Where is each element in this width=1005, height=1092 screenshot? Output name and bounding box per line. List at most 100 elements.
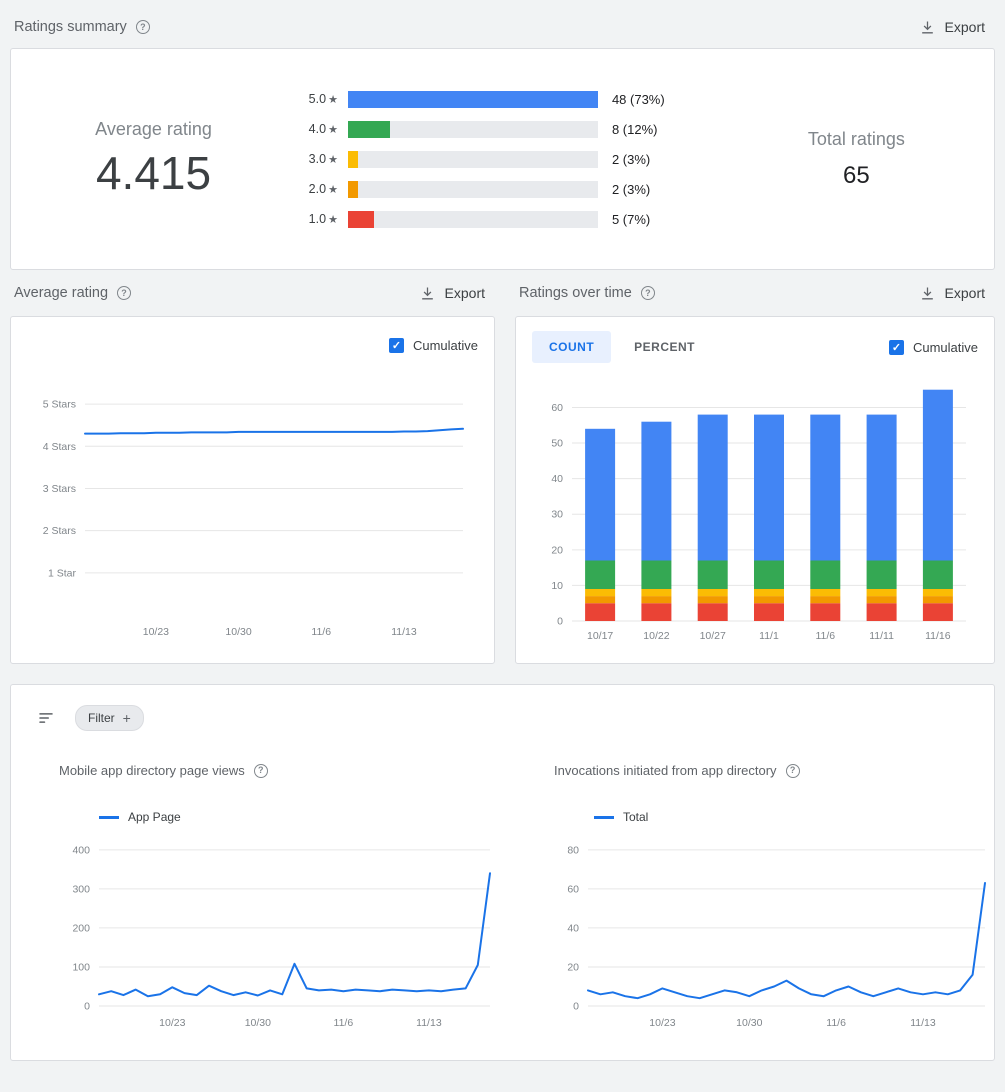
pageviews-chart-block: Mobile app directory page views ? App Pa… xyxy=(59,757,504,1045)
rating-bar-track xyxy=(347,120,598,138)
export-label: Export xyxy=(444,285,485,301)
rating-count-label: 5 (7%) xyxy=(611,211,651,227)
directory-charts-row: Mobile app directory page views ? App Pa… xyxy=(31,757,986,1045)
bar-segment-1-star xyxy=(866,603,897,621)
bar-segment-4-stars xyxy=(810,560,841,589)
invocations-chart-title: Invocations initiated from app directory xyxy=(554,763,777,778)
plus-icon: + xyxy=(122,710,131,726)
rating-distribution-row: 2.0 ★ 2 (3%) xyxy=(296,180,719,198)
average-rating-value: 4.415 xyxy=(95,146,212,199)
bar-segment-1-star xyxy=(810,603,841,621)
tab-percent[interactable]: PERCENT xyxy=(634,340,696,354)
export-button[interactable]: Export xyxy=(411,279,493,308)
rating-count-label: 48 (73%) xyxy=(611,91,665,107)
x-axis-tick-label: 11/13 xyxy=(391,626,417,638)
bar-segment-5-stars xyxy=(641,421,672,561)
rating-category-label: 2.0 xyxy=(308,182,327,196)
bar-segment-3-stars xyxy=(922,589,953,597)
bar-segment-1-star xyxy=(754,603,784,621)
y-axis-tick-label: 30 xyxy=(551,509,563,521)
bar-segment-5-stars xyxy=(810,414,841,561)
pageviews-chart-title: Mobile app directory page views xyxy=(59,763,245,778)
bar-segment-5-stars xyxy=(585,428,616,561)
rating-bar-fill xyxy=(347,210,374,228)
rating-bar-fill xyxy=(347,120,390,138)
checkbox-check-icon: ✓ xyxy=(888,339,904,355)
bar-segment-3-stars xyxy=(585,589,616,597)
export-button[interactable]: Export xyxy=(911,13,993,42)
rating-category-label: 3.0 xyxy=(308,152,327,166)
checkbox-check-icon: ✓ xyxy=(388,337,404,353)
y-axis-tick-label: 40 xyxy=(567,922,579,934)
y-axis-tick-label: 5 Stars xyxy=(43,399,76,411)
cumulative-label: Cumulative xyxy=(912,339,978,355)
star-icon: ★ xyxy=(328,153,338,166)
ratings-summary-card: Average rating 4.415 5.0 ★ 48 (73%) 4.0 ★ 8 (… xyxy=(10,48,995,270)
export-button[interactable]: Export xyxy=(911,279,993,308)
y-axis-tick-label: 20 xyxy=(567,961,579,973)
bar-segment-2-stars xyxy=(585,596,616,604)
cumulative-checkbox[interactable]: ✓ Cumulative xyxy=(888,339,978,355)
rating-distribution-row: 1.0 ★ 5 (7%) xyxy=(296,210,719,228)
x-axis-tick-label: 11/6 xyxy=(311,626,331,638)
bar-segment-1-star xyxy=(641,603,672,621)
y-axis-tick-label: 50 xyxy=(551,438,563,450)
y-axis-tick-label: 300 xyxy=(72,883,90,895)
help-icon[interactable]: ? xyxy=(253,763,268,778)
x-axis-tick-label: 11/6 xyxy=(826,1017,846,1029)
filter-chip[interactable]: Filter + xyxy=(75,705,144,731)
download-icon xyxy=(921,20,933,33)
total-ratings-block: Total ratings 65 xyxy=(719,129,994,190)
tab-count[interactable]: COUNT xyxy=(532,331,612,363)
bar-segment-1-star xyxy=(585,603,616,621)
legend-line-swatch xyxy=(594,815,614,819)
bar-segment-1-star xyxy=(922,603,953,621)
rating-bar-track xyxy=(347,180,598,198)
legend-label: App Page xyxy=(128,810,181,824)
bar-segment-1-star xyxy=(697,603,728,621)
average-rating-chart: 5 Stars 4 Stars 3 Stars 2 Stars 1 Star 10/23 1… xyxy=(43,399,464,638)
download-icon xyxy=(921,286,933,299)
x-axis-tick-label: 11/16 xyxy=(925,630,951,642)
y-axis-tick-label: 400 xyxy=(72,844,90,856)
y-axis-tick-label: 0 xyxy=(573,1001,579,1013)
ratings-over-time-section-title: Ratings over time xyxy=(519,285,632,301)
y-axis-tick-label: 4 Stars xyxy=(43,441,76,453)
y-axis-tick-label: 200 xyxy=(72,922,90,934)
y-axis-tick-label: 0 xyxy=(84,1001,90,1013)
invocations-legend: Total xyxy=(594,810,999,824)
bar-segment-3-stars xyxy=(697,589,728,597)
rating-count-label: 2 (3%) xyxy=(611,151,651,167)
rating-bar-fill xyxy=(347,180,359,198)
star-icon: ★ xyxy=(328,123,338,136)
invocations-chart: 0 20 40 60 80 10/23 10/30 11/6 11/13 xyxy=(567,844,986,1029)
x-axis-tick-label: 10/17 xyxy=(587,630,613,642)
chart-cards-row: ✓ Cumulative 5 Stars 4 Stars 3 Stars 2 Star… xyxy=(10,316,995,664)
x-axis-tick-label: 11/6 xyxy=(815,630,835,642)
rating-distribution-row: 5.0 ★ 48 (73%) xyxy=(296,90,719,108)
invocations-chart-block: Invocations initiated from app directory… xyxy=(554,757,999,1045)
help-icon[interactable]: ? xyxy=(785,763,800,778)
y-axis-tick-label: 20 xyxy=(551,544,563,556)
cumulative-checkbox[interactable]: ✓ Cumulative xyxy=(388,337,478,353)
average-rating-label: Average rating xyxy=(95,118,212,139)
export-label: Export xyxy=(944,285,985,301)
bar-segment-4-stars xyxy=(697,560,728,589)
help-icon[interactable]: ? xyxy=(640,286,655,300)
rating-distribution-row: 3.0 ★ 2 (3%) xyxy=(296,150,719,168)
x-axis-tick-label: 10/30 xyxy=(225,626,251,638)
help-icon[interactable]: ? xyxy=(117,286,132,300)
bar-segment-3-stars xyxy=(641,589,672,597)
help-icon[interactable]: ? xyxy=(135,20,150,34)
y-axis-tick-label: 100 xyxy=(72,961,90,973)
rating-distribution-row: 4.0 ★ 8 (12%) xyxy=(296,120,719,138)
download-icon xyxy=(421,286,433,299)
rating-bar-fill xyxy=(347,150,359,168)
x-axis-tick-label: 10/23 xyxy=(159,1017,185,1029)
filter-chip-label: Filter xyxy=(88,711,115,725)
bar-segment-4-stars xyxy=(641,560,672,589)
total-ratings-value: 65 xyxy=(843,161,870,189)
y-axis-tick-label: 1 Star xyxy=(48,567,77,579)
bar-segment-5-stars xyxy=(922,389,953,561)
y-axis-tick-label: 80 xyxy=(567,844,579,856)
